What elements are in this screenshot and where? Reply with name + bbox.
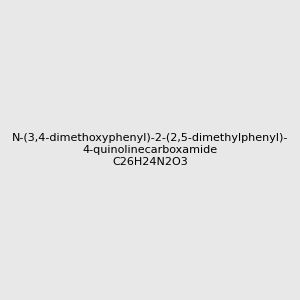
Text: N-(3,4-dimethoxyphenyl)-2-(2,5-dimethylphenyl)-
4-quinolinecarboxamide
C26H24N2O: N-(3,4-dimethoxyphenyl)-2-(2,5-dimethylp… — [12, 134, 288, 166]
